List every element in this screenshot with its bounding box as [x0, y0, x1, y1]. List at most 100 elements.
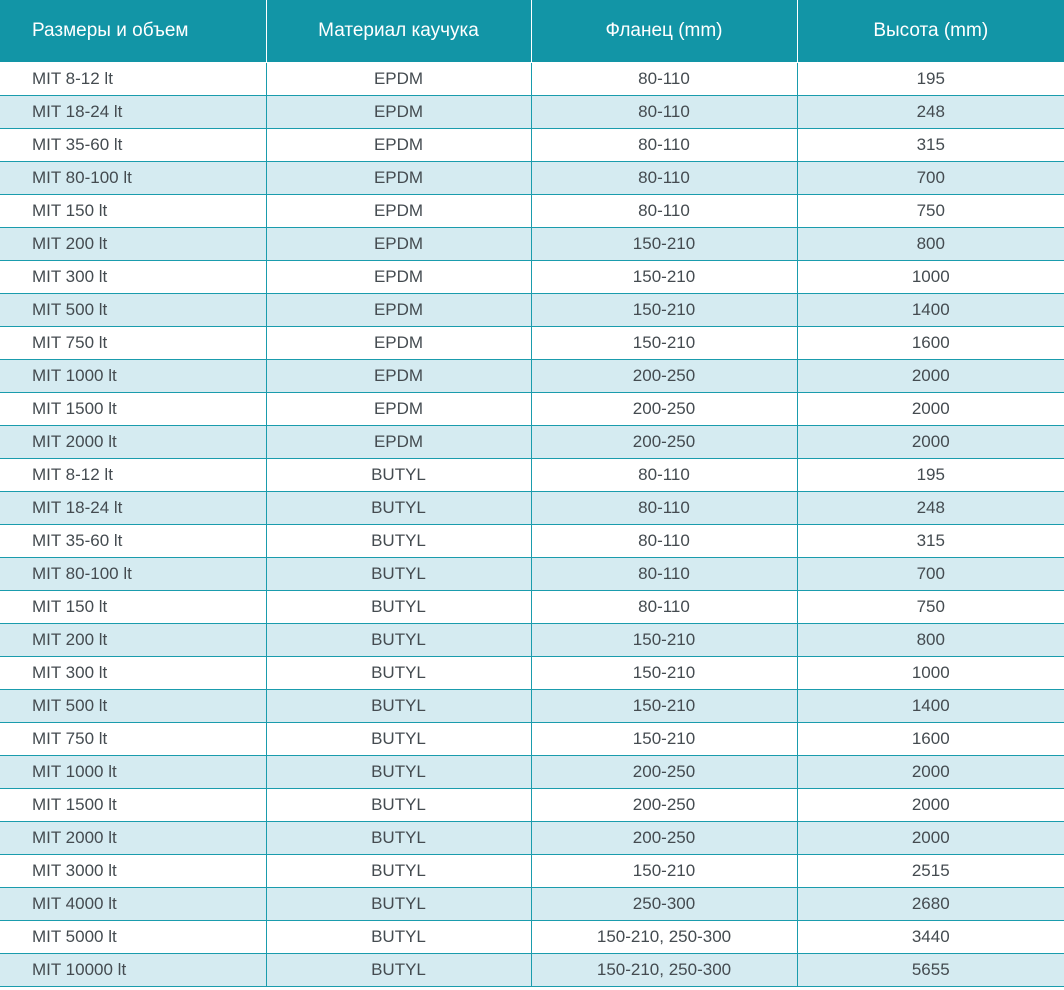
table-row: MIT 18-24 lt EPDM 80-110 248 [0, 95, 1064, 129]
cell-height: 800 [797, 623, 1064, 657]
cell-height: 2680 [797, 887, 1064, 921]
cell-flange: 150-210 [531, 689, 798, 723]
cell-rubber-material: EPDM [266, 62, 532, 96]
cell-height: 2515 [797, 854, 1064, 888]
table-row: MIT 10000 lt BUTYL 150-210, 250-300 5655 [0, 953, 1064, 987]
cell-height: 750 [797, 590, 1064, 624]
cell-size-volume: MIT 300 lt [0, 260, 267, 294]
cell-size-volume: MIT 500 lt [0, 293, 267, 327]
cell-size-volume: MIT 18-24 lt [0, 95, 267, 129]
table-body: MIT 8-12 lt EPDM 80-110 195 MIT 18-24 lt EPDM… [0, 62, 1064, 987]
cell-height: 195 [797, 458, 1064, 492]
cell-size-volume: MIT 35-60 lt [0, 524, 267, 558]
table-row: MIT 200 lt BUTYL 150-210 800 [0, 623, 1064, 657]
cell-height: 700 [797, 557, 1064, 591]
cell-flange: 200-250 [531, 392, 798, 426]
table-row: MIT 300 lt EPDM 150-210 1000 [0, 260, 1064, 294]
cell-size-volume: MIT 10000 lt [0, 953, 267, 987]
cell-height: 800 [797, 227, 1064, 261]
cell-flange: 80-110 [531, 458, 798, 492]
cell-height: 2000 [797, 821, 1064, 855]
cell-rubber-material: BUTYL [266, 920, 532, 954]
cell-flange: 80-110 [531, 590, 798, 624]
table-row: MIT 3000 lt BUTYL 150-210 2515 [0, 854, 1064, 888]
cell-rubber-material: BUTYL [266, 524, 532, 558]
cell-flange: 80-110 [531, 161, 798, 195]
cell-flange: 80-110 [531, 491, 798, 525]
cell-flange: 150-210 [531, 623, 798, 657]
cell-size-volume: MIT 150 lt [0, 590, 267, 624]
cell-flange: 80-110 [531, 95, 798, 129]
cell-size-volume: MIT 500 lt [0, 689, 267, 723]
table-row: MIT 1500 lt EPDM 200-250 2000 [0, 392, 1064, 426]
cell-flange: 80-110 [531, 194, 798, 228]
cell-size-volume: MIT 4000 lt [0, 887, 267, 921]
cell-size-volume: MIT 1500 lt [0, 788, 267, 822]
cell-rubber-material: BUTYL [266, 557, 532, 591]
cell-height: 700 [797, 161, 1064, 195]
cell-height: 2000 [797, 788, 1064, 822]
cell-height: 195 [797, 62, 1064, 96]
table-row: MIT 35-60 lt BUTYL 80-110 315 [0, 524, 1064, 558]
cell-size-volume: MIT 80-100 lt [0, 557, 267, 591]
cell-flange: 80-110 [531, 128, 798, 162]
cell-height: 315 [797, 524, 1064, 558]
table-row: MIT 5000 lt BUTYL 150-210, 250-300 3440 [0, 920, 1064, 954]
header-size-volume: Размеры и объем [0, 0, 267, 63]
cell-flange: 80-110 [531, 524, 798, 558]
cell-flange: 150-210 [531, 293, 798, 327]
cell-height: 1600 [797, 326, 1064, 360]
cell-rubber-material: EPDM [266, 359, 532, 393]
cell-flange: 150-210 [531, 260, 798, 294]
cell-size-volume: MIT 8-12 lt [0, 62, 267, 96]
cell-size-volume: MIT 1500 lt [0, 392, 267, 426]
cell-flange: 200-250 [531, 425, 798, 459]
header-height: Высота (mm) [797, 0, 1064, 63]
cell-flange: 150-210, 250-300 [531, 920, 798, 954]
cell-height: 1400 [797, 689, 1064, 723]
table-row: MIT 150 lt EPDM 80-110 750 [0, 194, 1064, 228]
table-row: MIT 200 lt EPDM 150-210 800 [0, 227, 1064, 261]
cell-height: 750 [797, 194, 1064, 228]
cell-rubber-material: EPDM [266, 260, 532, 294]
cell-height: 2000 [797, 392, 1064, 426]
cell-height: 1400 [797, 293, 1064, 327]
cell-size-volume: MIT 35-60 lt [0, 128, 267, 162]
cell-rubber-material: BUTYL [266, 755, 532, 789]
cell-height: 248 [797, 95, 1064, 129]
cell-size-volume: MIT 1000 lt [0, 755, 267, 789]
cell-flange: 150-210, 250-300 [531, 953, 798, 987]
table-row: MIT 35-60 lt EPDM 80-110 315 [0, 128, 1064, 162]
cell-rubber-material: BUTYL [266, 491, 532, 525]
table-row: MIT 80-100 lt EPDM 80-110 700 [0, 161, 1064, 195]
cell-rubber-material: EPDM [266, 227, 532, 261]
cell-height: 3440 [797, 920, 1064, 954]
table-row: MIT 750 lt EPDM 150-210 1600 [0, 326, 1064, 360]
cell-flange: 80-110 [531, 557, 798, 591]
cell-size-volume: MIT 5000 lt [0, 920, 267, 954]
cell-flange: 150-210 [531, 227, 798, 261]
cell-height: 248 [797, 491, 1064, 525]
cell-size-volume: MIT 2000 lt [0, 425, 267, 459]
cell-rubber-material: EPDM [266, 128, 532, 162]
cell-size-volume: MIT 200 lt [0, 623, 267, 657]
table-row: MIT 750 lt BUTYL 150-210 1600 [0, 722, 1064, 756]
table-row: MIT 2000 lt BUTYL 200-250 2000 [0, 821, 1064, 855]
cell-flange: 80-110 [531, 62, 798, 96]
cell-flange: 200-250 [531, 821, 798, 855]
cell-rubber-material: EPDM [266, 293, 532, 327]
cell-rubber-material: EPDM [266, 95, 532, 129]
table-row: MIT 1000 lt BUTYL 200-250 2000 [0, 755, 1064, 789]
cell-flange: 150-210 [531, 722, 798, 756]
table-row: MIT 300 lt BUTYL 150-210 1000 [0, 656, 1064, 690]
header-rubber-material: Материал каучука [266, 0, 532, 63]
table-row: MIT 18-24 lt BUTYL 80-110 248 [0, 491, 1064, 525]
cell-rubber-material: BUTYL [266, 722, 532, 756]
cell-height: 1600 [797, 722, 1064, 756]
table-row: MIT 500 lt BUTYL 150-210 1400 [0, 689, 1064, 723]
cell-rubber-material: BUTYL [266, 656, 532, 690]
cell-height: 1000 [797, 656, 1064, 690]
cell-size-volume: MIT 300 lt [0, 656, 267, 690]
cell-rubber-material: BUTYL [266, 788, 532, 822]
